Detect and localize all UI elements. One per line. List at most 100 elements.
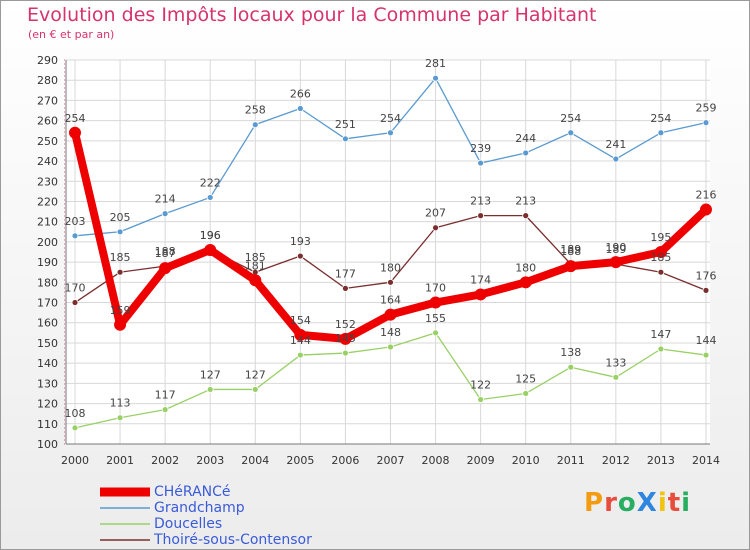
x-tick-label: 2005 (286, 454, 314, 467)
data-label: 241 (605, 138, 626, 151)
data-point (296, 252, 304, 260)
data-label: 266 (290, 88, 311, 101)
data-point (342, 349, 349, 357)
data-label: 185 (245, 251, 266, 264)
data-label: 144 (695, 334, 716, 347)
y-tick-label: 270 (37, 94, 58, 107)
x-tick-label: 2013 (647, 454, 675, 467)
data-point (522, 390, 530, 397)
data-point (432, 224, 439, 232)
data-label: 133 (605, 356, 626, 369)
legend-item-grandchamp: Grandchamp (100, 500, 312, 516)
data-label: 214 (155, 193, 176, 206)
data-point (657, 268, 665, 276)
data-label: 205 (110, 211, 131, 224)
y-tick-label: 160 (37, 317, 58, 330)
data-label: 148 (380, 326, 401, 339)
data-point (206, 386, 214, 393)
data-label: 190 (605, 241, 626, 254)
legend-swatch-grandchamp (100, 507, 150, 509)
data-label: 155 (425, 312, 446, 325)
data-point (296, 105, 304, 112)
y-tick-label: 100 (37, 438, 58, 451)
y-tick-label: 290 (37, 54, 58, 67)
data-label: 144 (290, 334, 311, 347)
legend-swatch-cherance (100, 487, 150, 497)
data-point (296, 351, 304, 359)
data-label: 259 (695, 102, 716, 115)
data-point (116, 268, 124, 276)
x-tick-label: 2014 (692, 454, 720, 467)
data-point (564, 260, 577, 273)
data-point (477, 212, 485, 220)
data-label: 125 (515, 372, 536, 385)
data-point (339, 332, 352, 345)
x-tick-label: 2011 (557, 454, 585, 467)
data-point (249, 274, 262, 287)
x-tick-label: 2004 (241, 454, 269, 467)
data-point (161, 210, 169, 218)
data-label: 251 (335, 118, 356, 131)
y-tick-label: 140 (37, 357, 58, 370)
data-point (342, 135, 349, 143)
data-label: 254 (380, 112, 401, 125)
data-label: 185 (110, 251, 131, 264)
data-label: 185 (650, 251, 671, 264)
data-label: 203 (65, 215, 86, 228)
x-tick-label: 2009 (467, 454, 495, 467)
data-label: 196 (200, 229, 221, 242)
data-point (204, 243, 217, 256)
x-tick-label: 2003 (196, 454, 224, 467)
y-tick-label: 210 (37, 216, 58, 229)
x-tick-label: 2006 (331, 454, 359, 467)
data-point (387, 343, 394, 351)
data-point (71, 424, 79, 432)
data-label: 239 (470, 142, 491, 155)
data-point (384, 308, 397, 321)
data-point (387, 278, 394, 286)
data-point (429, 296, 442, 309)
data-label: 193 (290, 235, 311, 248)
data-label: 254 (560, 112, 581, 125)
data-point (116, 414, 124, 422)
data-point (654, 246, 667, 258)
data-label: 113 (110, 397, 131, 410)
legend-swatch-thoire (100, 539, 150, 541)
legend-item-cherance: CHéRANCé (100, 484, 312, 500)
data-label: 187 (155, 247, 176, 260)
proxiti-logo: ProXiti (584, 488, 691, 518)
logo-letter: X (636, 488, 658, 518)
data-label: 213 (515, 195, 536, 208)
data-label: 174 (470, 273, 491, 286)
data-point (251, 121, 259, 129)
data-label: 152 (335, 318, 356, 331)
data-label: 254 (65, 112, 86, 125)
data-point (69, 126, 81, 139)
data-label: 180 (515, 261, 536, 274)
data-point (522, 212, 530, 220)
data-label: 189 (560, 243, 581, 256)
logo-letter: i (657, 488, 668, 518)
data-point (477, 159, 485, 167)
x-tick-label: 2002 (151, 454, 179, 467)
data-label: 195 (650, 231, 671, 244)
data-point (519, 276, 532, 289)
data-label: 213 (470, 195, 491, 208)
data-label: 127 (245, 368, 266, 381)
data-label: 147 (650, 328, 671, 341)
y-tick-label: 170 (37, 297, 58, 310)
data-point (116, 228, 124, 236)
data-point (702, 286, 710, 294)
data-label: 176 (695, 269, 716, 282)
legend-label: Grandchamp (154, 500, 245, 516)
data-point (251, 386, 259, 393)
y-tick-label: 180 (37, 276, 58, 289)
data-point (702, 351, 710, 359)
x-tick-label: 2012 (602, 454, 630, 467)
data-label: 196 (200, 229, 221, 242)
data-label: 145 (335, 332, 356, 345)
data-label: 108 (65, 407, 86, 420)
y-tick-label: 200 (37, 236, 58, 249)
data-point (474, 288, 487, 301)
